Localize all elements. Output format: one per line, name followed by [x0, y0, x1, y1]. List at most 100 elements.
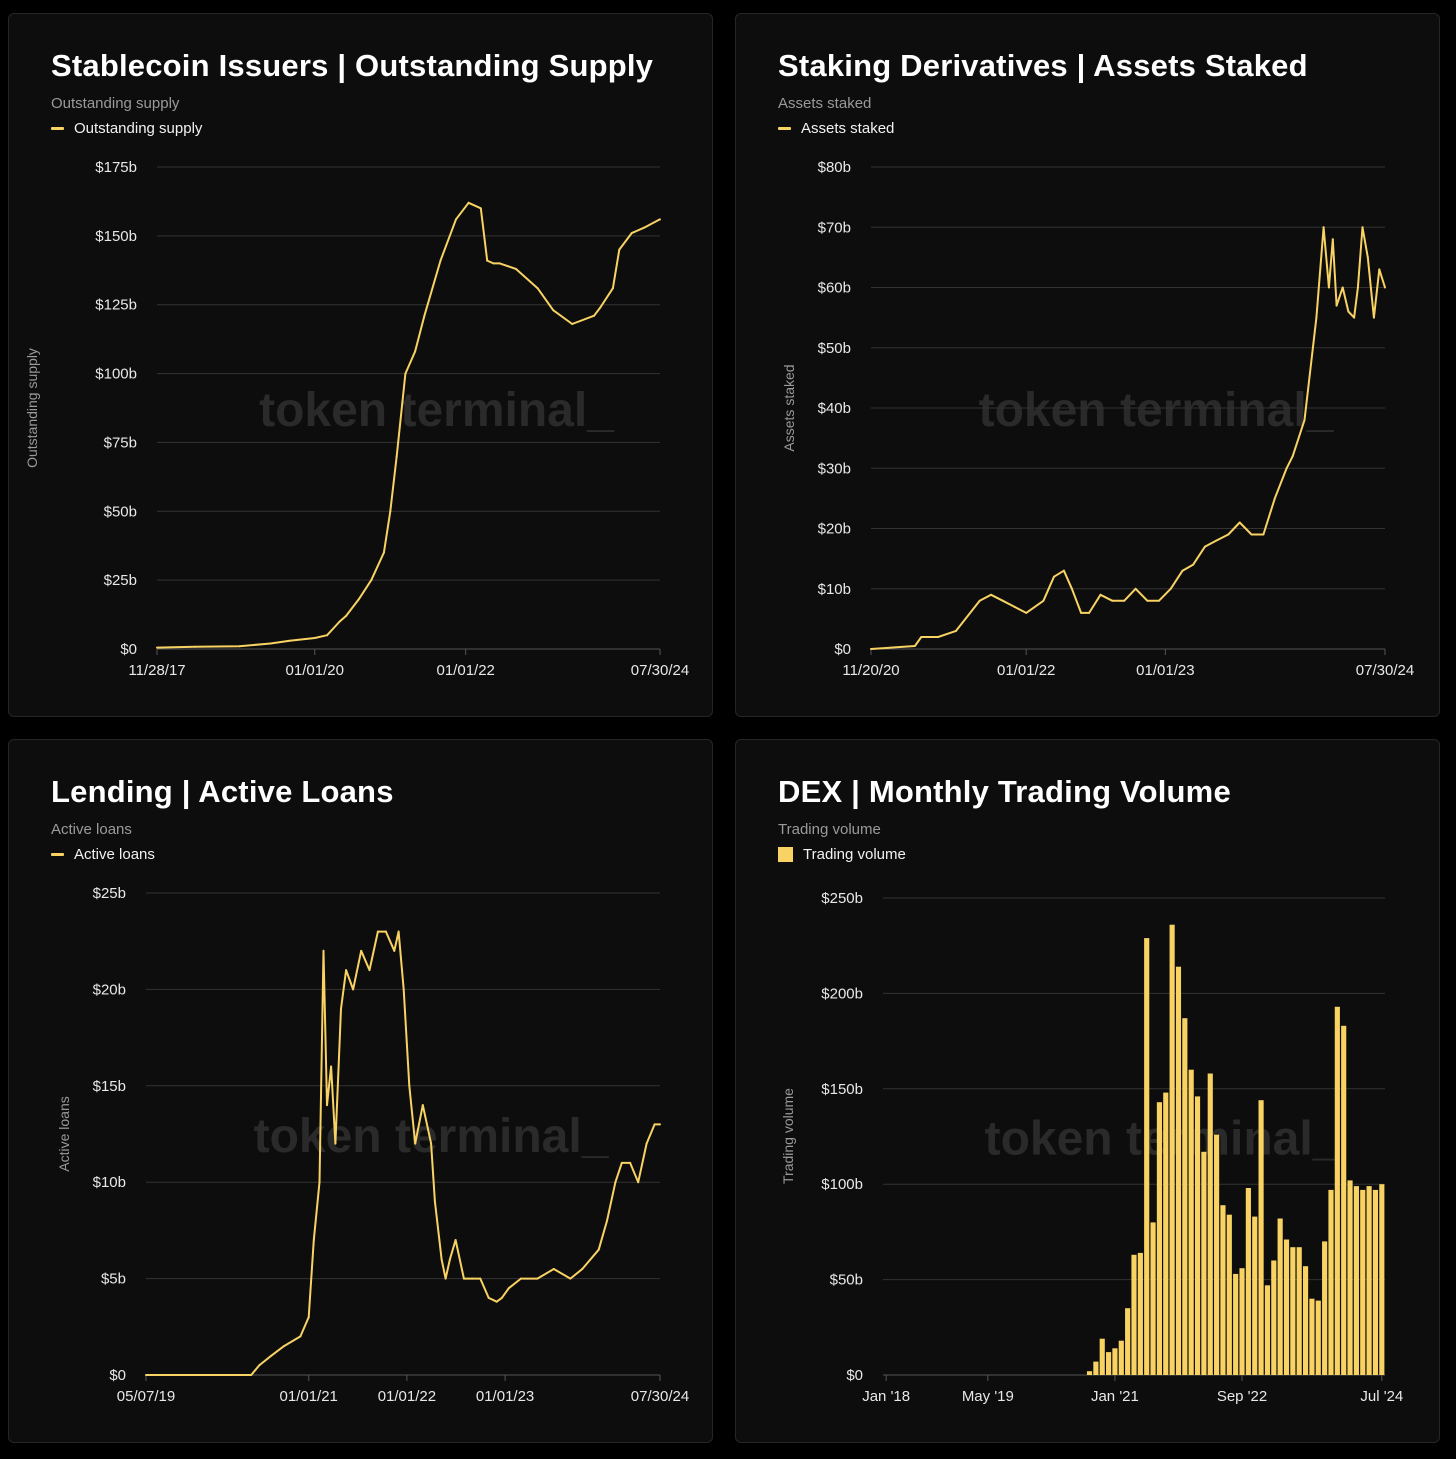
legend-swatch — [778, 127, 791, 130]
data-point — [611, 287, 614, 290]
x-tick-label: 05/07/19 — [117, 1388, 175, 1405]
data-point — [352, 988, 355, 991]
y-axis-label: Assets staked — [781, 364, 797, 451]
data-point — [1204, 545, 1207, 548]
data-point — [571, 322, 574, 325]
data-point — [334, 1142, 337, 1145]
chart-legend[interactable]: Trading volume — [778, 846, 906, 863]
data-point — [1331, 238, 1334, 241]
bar — [1226, 1214, 1232, 1375]
chart-title: DEX | Monthly Trading Volume — [778, 774, 1231, 809]
data-point — [1157, 599, 1160, 602]
bar — [1245, 1188, 1251, 1375]
bar — [1296, 1247, 1302, 1375]
y-tick-label: $20b — [818, 521, 851, 538]
data-point — [1378, 268, 1381, 271]
bar — [1169, 924, 1175, 1375]
y-tick-label: $40b — [818, 400, 851, 417]
data-point — [479, 1277, 482, 1280]
bar — [1347, 1180, 1353, 1375]
data-point — [978, 599, 981, 602]
bar — [1315, 1300, 1321, 1375]
data-point — [606, 1219, 609, 1222]
legend-swatch — [51, 853, 64, 856]
data-point — [1303, 419, 1306, 422]
data-point — [618, 248, 621, 251]
data-point — [307, 1316, 310, 1319]
data-point — [552, 309, 555, 312]
data-point — [467, 201, 470, 204]
data-point — [1341, 286, 1344, 289]
bar — [1207, 1073, 1213, 1375]
chart-legend[interactable]: Assets staked — [778, 120, 894, 137]
legend-label: Active loans — [74, 846, 155, 863]
data-point — [1123, 599, 1126, 602]
data-point — [620, 1161, 623, 1164]
data-point — [913, 644, 916, 647]
y-tick-label: $250b — [821, 890, 863, 907]
data-point — [645, 1142, 648, 1145]
data-point — [382, 551, 385, 554]
y-tick-label: $125b — [95, 297, 137, 314]
data-point — [479, 207, 482, 210]
x-tick-label: Jan '21 — [1091, 1388, 1139, 1405]
data-point — [1285, 467, 1288, 470]
data-point — [486, 259, 489, 262]
bar — [1271, 1260, 1277, 1375]
y-tick-label: $50b — [104, 503, 137, 520]
bar — [1106, 1352, 1112, 1375]
bar — [1220, 1205, 1226, 1375]
data-point — [421, 1104, 424, 1107]
data-point — [1080, 611, 1083, 614]
watermark-text: token terminal_ — [259, 384, 615, 437]
data-point — [360, 949, 363, 952]
chart-title: Staking Derivatives | Assets Staked — [778, 48, 1308, 83]
chart-legend[interactable]: Outstanding supply — [51, 120, 202, 137]
data-point — [920, 635, 923, 638]
y-tick-label: $175b — [95, 159, 137, 176]
bar — [1118, 1340, 1124, 1375]
data-point — [368, 969, 371, 972]
chart-subtitle: Trading volume — [778, 821, 881, 838]
bar — [1137, 1252, 1143, 1375]
bar — [1379, 1184, 1385, 1375]
y-tick-label: $10b — [818, 581, 851, 598]
data-point — [376, 930, 379, 933]
data-point — [270, 1354, 273, 1357]
y-tick-label: $15b — [93, 1078, 126, 1095]
data-point — [1327, 286, 1330, 289]
data-point — [393, 949, 396, 952]
x-tick-label: 01/01/21 — [280, 1388, 338, 1405]
chart-title: Stablecoin Issuers | Outstanding Supply — [51, 48, 654, 83]
data-point — [1250, 533, 1253, 536]
data-point — [454, 1239, 457, 1242]
data-point — [414, 1142, 417, 1145]
data-point — [430, 1142, 433, 1145]
data-point — [1335, 304, 1338, 307]
data-point — [569, 1277, 572, 1280]
data-point — [659, 1123, 661, 1126]
bar — [1283, 1239, 1290, 1375]
data-point — [408, 1084, 411, 1087]
data-point — [581, 1267, 584, 1270]
data-point — [519, 1277, 522, 1280]
x-tick-label: 01/01/22 — [378, 1388, 436, 1405]
x-tick-label: 01/01/23 — [1136, 662, 1194, 679]
dex-volume-chart: token terminal_ $0 $50b $100b $150b $200b $250… — [780, 890, 1403, 1405]
data-point — [1366, 256, 1369, 259]
y-tick-label: $0 — [834, 641, 851, 658]
bar — [1334, 1006, 1340, 1375]
data-point — [414, 350, 417, 353]
chart-panel-lending: Lending | Active Loans Active loans Acti… — [8, 739, 713, 1443]
data-point — [1347, 310, 1350, 313]
data-point — [1322, 226, 1325, 229]
data-point — [402, 988, 405, 991]
bar — [1150, 1222, 1156, 1375]
data-point — [1361, 226, 1364, 229]
y-axis-label: Outstanding supply — [24, 348, 40, 468]
bar — [1252, 1216, 1258, 1375]
bar — [1144, 938, 1150, 1375]
bar — [1264, 1285, 1271, 1375]
data-point — [1384, 286, 1386, 289]
chart-legend[interactable]: Active loans — [51, 846, 155, 863]
